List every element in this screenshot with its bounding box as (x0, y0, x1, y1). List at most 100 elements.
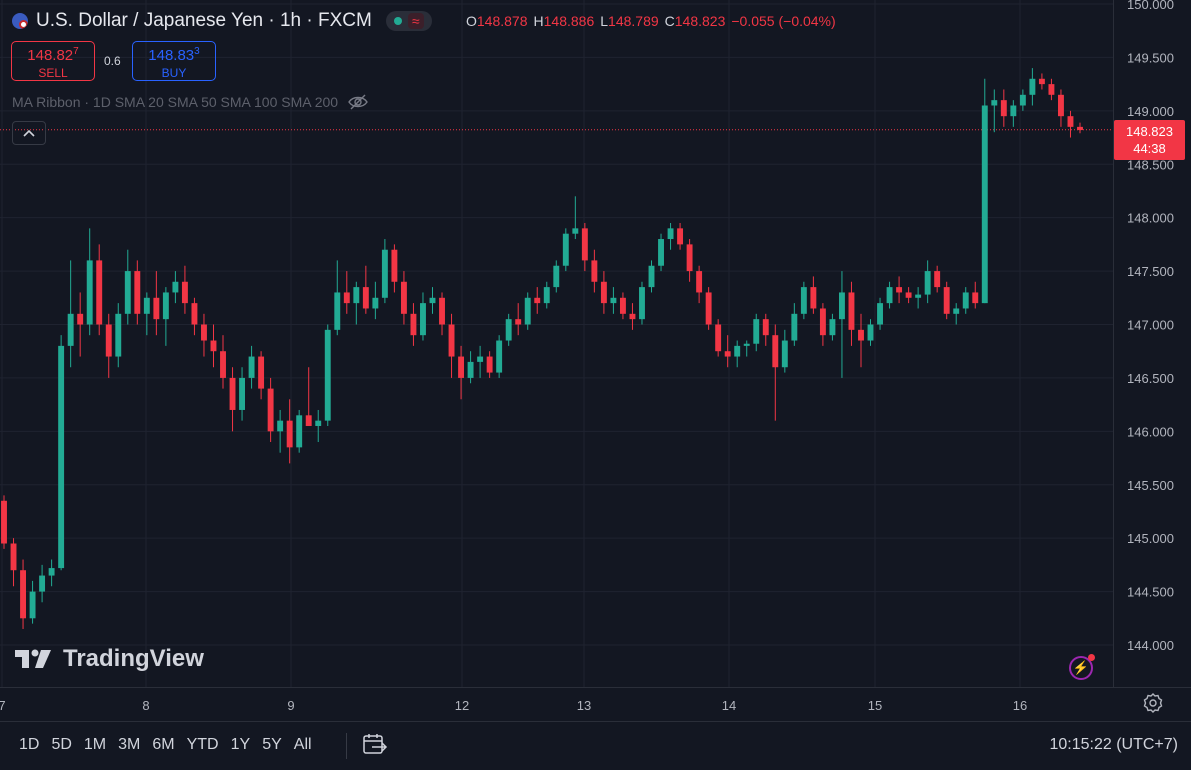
bottom-toolbar (0, 721, 1191, 770)
price-tick-label: 145.500 (1127, 478, 1174, 493)
collapse-legend-button[interactable] (12, 121, 46, 145)
buy-button[interactable]: 148.833 BUY (132, 41, 216, 81)
indicator-legend[interactable]: MA Ribbon · 1D SMA 20 SMA 50 SMA 100 SMA… (12, 94, 368, 110)
candle-body (534, 297, 541, 304)
time-tick-label: 12 (455, 698, 469, 713)
price-tick-label: 146.500 (1127, 371, 1174, 386)
candle-body (29, 591, 36, 619)
candle-body (924, 271, 931, 295)
candle-body (1000, 100, 1007, 117)
time-axis[interactable]: 7 8 9 12 13 14 15 16 (0, 687, 1191, 722)
candle-body (124, 271, 131, 314)
candle-body (572, 228, 579, 234)
tradingview-logo[interactable]: TradingView (15, 645, 204, 673)
sell-button[interactable]: 148.827 SELL (11, 41, 95, 81)
candle-body (686, 244, 693, 272)
timeframe-5d[interactable]: 5D (51, 736, 72, 753)
candle-body (800, 287, 807, 314)
price-axis[interactable]: 150.000 149.500 149.000 148.500 148.000 147.5… (1113, 0, 1191, 687)
candle-body (210, 340, 217, 352)
candle-body (362, 287, 369, 309)
candle-body (743, 343, 750, 346)
symbol-header: U.S. Dollar / Japanese Yen · 1h · FXCM ≈ (12, 8, 432, 34)
candle-body (458, 356, 465, 378)
candle-body (191, 303, 198, 325)
change-value: −0.055 (−0.04%) (731, 13, 836, 29)
candle-body (448, 324, 455, 357)
timeframe-1m[interactable]: 1M (83, 736, 107, 753)
candle-body (896, 287, 903, 293)
candle-body (515, 319, 522, 325)
candle-body (962, 292, 969, 309)
candle-body (658, 239, 664, 266)
candle-body (600, 281, 607, 304)
candle-body (10, 543, 17, 571)
candle-body (496, 340, 503, 373)
candle-body (505, 319, 512, 341)
candle-body (829, 319, 836, 336)
candle-body (420, 303, 426, 336)
candle-body (934, 271, 941, 288)
ohlc-readout: O148.878 H148.886 L148.789 C148.823 −0.0… (466, 13, 836, 29)
candle-body (848, 292, 855, 330)
timeframe-1d[interactable]: 1D (19, 736, 40, 753)
candle-body (1048, 84, 1055, 95)
candle-body (258, 356, 265, 389)
price-tick-label: 145.000 (1127, 531, 1174, 546)
bolt-icon[interactable]: ⚡ (1069, 654, 1095, 680)
clock-timezone[interactable]: 10:15:22 (UTC+7) (1049, 736, 1178, 753)
price-tick-label: 148.000 (1127, 211, 1174, 226)
candle-body (400, 281, 407, 314)
candle-body (753, 319, 760, 344)
candle-body (267, 388, 274, 432)
wave-icon: ≈ (407, 13, 424, 29)
candle-body (953, 308, 960, 314)
timeframe-ytd[interactable]: YTD (186, 736, 219, 753)
go-to-date-icon[interactable] (362, 733, 388, 757)
symbol-title[interactable]: U.S. Dollar / Japanese Yen · 1h · FXCM (36, 10, 372, 31)
candle-body (991, 100, 998, 106)
close-value: 148.823 (674, 13, 726, 29)
tv-logo-icon (15, 649, 51, 668)
candle-body (1, 500, 7, 544)
price-chart[interactable] (0, 0, 1113, 687)
timeframe-5y[interactable]: 5Y (262, 736, 282, 753)
last-price-value: 148.823 (1126, 124, 1173, 139)
candle-body (667, 228, 674, 240)
candle-body (810, 287, 817, 309)
eye-off-icon[interactable] (348, 94, 368, 110)
candle-body (86, 260, 93, 325)
candle-body (629, 313, 636, 320)
candle-body (181, 281, 188, 304)
candle-body (972, 292, 979, 304)
candle-body (619, 297, 626, 314)
candle-body (248, 356, 255, 378)
candle-body (58, 345, 65, 569)
candle-body (705, 292, 712, 325)
candle-body (277, 420, 284, 432)
timeframe-1y[interactable]: 1Y (230, 736, 251, 753)
gear-icon[interactable] (1143, 693, 1163, 713)
low-label: L (600, 13, 609, 29)
candle-body (1067, 116, 1074, 127)
timeframe-all[interactable]: All (293, 736, 312, 753)
candle-body (1019, 94, 1026, 106)
time-tick-label: 16 (1013, 698, 1027, 713)
candle-body (343, 292, 350, 304)
market-status-pill[interactable]: ≈ (385, 11, 432, 31)
candle-body (734, 345, 741, 357)
candle-body (20, 570, 26, 619)
candle-body (315, 420, 322, 426)
buy-price-pip: 3 (194, 46, 200, 57)
candle-body (858, 329, 864, 341)
candle-body (1058, 94, 1064, 117)
price-tick-label: 147.500 (1127, 264, 1174, 279)
candle-body (134, 271, 141, 314)
timeframe-3m[interactable]: 3M (118, 736, 141, 753)
close-label: C (664, 13, 675, 29)
time-tick-label: 14 (722, 698, 736, 713)
logo-text: TradingView (63, 645, 204, 672)
last-price-tag: 148.823 44:38 (1114, 120, 1185, 160)
timeframe-6m[interactable]: 6M (152, 736, 175, 753)
candle-body (486, 356, 493, 373)
